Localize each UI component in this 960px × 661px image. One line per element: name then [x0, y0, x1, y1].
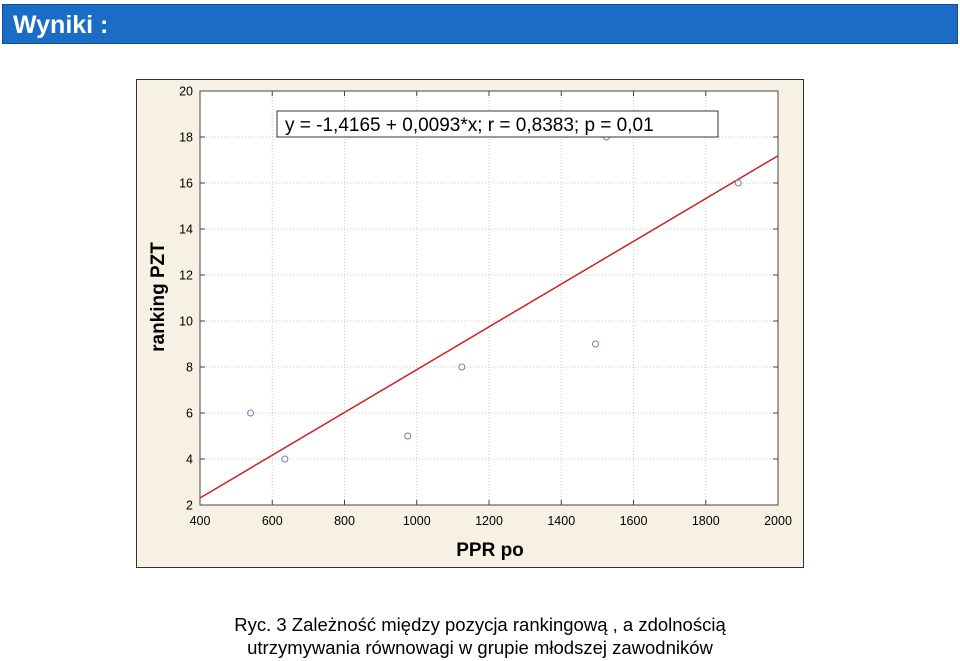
y-tick-label: 4	[186, 453, 193, 467]
axis-ticks	[199, 90, 779, 506]
data-point	[281, 455, 289, 463]
header-title: Wyniki :	[13, 11, 109, 39]
data-point	[734, 179, 742, 187]
figure-caption-line-2: utrzymywania równowagi w grupie młodszej…	[247, 637, 713, 658]
x-tick-label: 1200	[475, 514, 503, 528]
data-point	[592, 340, 600, 348]
y-tick-labels: 20 18 16 14 12 10 8 6 4 2	[179, 85, 193, 513]
y-tick-label: 10	[179, 315, 193, 329]
x-tick-label: 800	[334, 514, 355, 528]
x-tick-label: 1000	[403, 514, 431, 528]
grid-vertical	[271, 91, 707, 505]
y-tick-label: 6	[186, 407, 193, 421]
figure-caption-line-1: Ryc. 3 Zależność między pozycja rankingo…	[234, 614, 726, 635]
x-tick-label: 2000	[764, 514, 792, 528]
x-tick-label: 1600	[620, 514, 648, 528]
data-point	[247, 409, 255, 417]
x-tick-labels: 400 600 800 1000 1200 1400 1600 1800 2000	[190, 514, 792, 528]
equation-label: y = -1,4165 + 0,0093*x; r = 0,8383; p = …	[285, 115, 654, 136]
y-tick-label: 16	[179, 177, 193, 191]
x-tick-label: 1800	[692, 514, 720, 528]
data-point	[458, 363, 466, 371]
x-tick-label: 600	[262, 514, 283, 528]
y-tick-label: 18	[179, 131, 193, 145]
x-tick-label: 1400	[547, 514, 575, 528]
x-tick-label: 400	[190, 514, 211, 528]
y-tick-label: 12	[179, 269, 193, 283]
y-tick-label: 20	[179, 85, 193, 99]
header-bar: Wyniki :	[2, 4, 958, 44]
y-tick-label: 8	[186, 361, 193, 375]
regression-line	[199, 155, 779, 499]
x-axis-label: PPR po	[456, 540, 524, 561]
equation-box	[276, 110, 719, 138]
y-tick-label: 2	[186, 499, 193, 513]
data-point	[404, 432, 412, 440]
y-tick-label: 14	[179, 223, 193, 237]
y-axis-label: ranking PZT	[148, 242, 169, 352]
